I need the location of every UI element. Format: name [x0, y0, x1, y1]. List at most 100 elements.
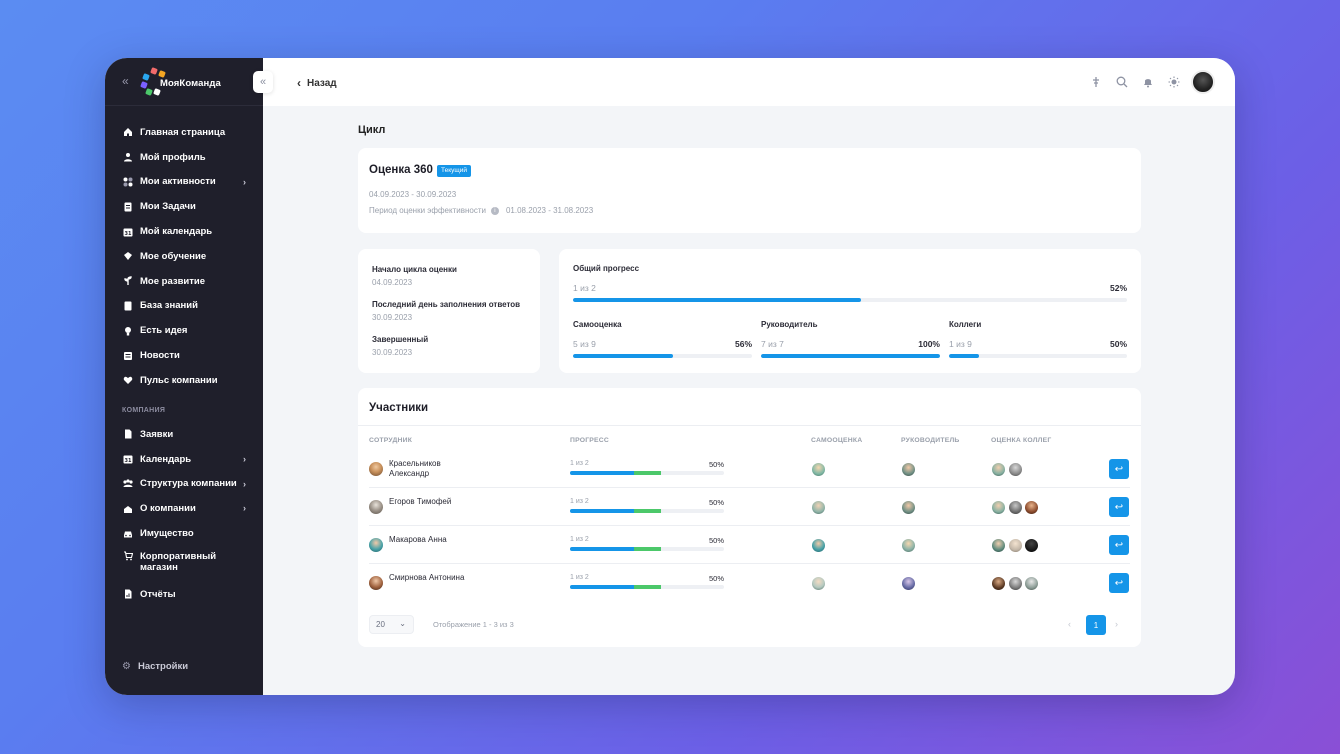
book-icon — [122, 300, 133, 311]
sidebar-item-tasks[interactable]: Мои Задачи — [105, 194, 263, 219]
sidebar-item-idea[interactable]: Есть идея — [105, 318, 263, 343]
home-icon — [122, 127, 133, 138]
divider — [358, 425, 1141, 426]
column-header-employee: СОТРУДНИК — [369, 437, 413, 444]
reply-button[interactable]: ↩ — [1109, 459, 1129, 479]
sidebar-item-about[interactable]: О компании › — [105, 496, 263, 521]
start-label: Начало цикла оценки — [372, 265, 457, 274]
finished-value: 30.09.2023 — [372, 348, 413, 357]
sidebar-item-property[interactable]: Имущество — [105, 521, 263, 546]
sidebar-item-shop[interactable]: Корпоративный магазин — [105, 546, 263, 582]
sidebar-item-label: Корпоративный магазин — [140, 550, 217, 573]
sidebar-item-activities[interactable]: Мои активности › — [105, 170, 263, 195]
sidebar-item-structure[interactable]: Структура компании › — [105, 472, 263, 497]
sidebar-item-label: Календарь — [140, 453, 192, 465]
sidebar-item-requests[interactable]: Заявки — [105, 422, 263, 447]
overall-progress-bar — [573, 298, 1127, 302]
user-avatar[interactable] — [1191, 70, 1215, 94]
reply-button[interactable]: ↩ — [1109, 573, 1129, 593]
next-page-button[interactable]: › — [1115, 619, 1118, 629]
progress-fill — [573, 354, 674, 358]
manager-progress-count: 7 из 7 — [761, 339, 784, 349]
participants-title: Участники — [369, 402, 429, 414]
info-icon[interactable]: i — [490, 206, 499, 215]
growth-icon — [122, 276, 133, 287]
employee-name: Красельников Александр — [389, 459, 441, 478]
self-progress-percent: 56% — [734, 339, 752, 349]
company-icon — [122, 503, 133, 514]
column-header-progress: ПРОГРЕСС — [570, 437, 609, 444]
progress-fill — [949, 354, 980, 358]
sidebar-item-label: О компании — [140, 503, 196, 515]
table-row[interactable]: Макарова Анна 1 из 2 50% ↩ — [358, 526, 1141, 564]
divider — [369, 525, 1130, 526]
event-dates: 04.09.2023 - 30.09.2023 — [369, 190, 457, 199]
back-label: Назад — [307, 77, 337, 89]
search-icon[interactable] — [1109, 70, 1135, 94]
avatar — [811, 462, 826, 477]
row-progress-percent: 50% — [708, 460, 724, 469]
overall-progress-label: Общий прогресс — [573, 264, 640, 273]
sidebar-item-home[interactable]: Главная страница — [105, 120, 263, 145]
reply-button[interactable]: ↩ — [1109, 535, 1129, 555]
back-button[interactable]: ‹ Назад — [297, 76, 337, 90]
last-day-value: 30.09.2023 — [372, 313, 413, 322]
bell-icon[interactable] — [1135, 70, 1161, 94]
finished-label: Завершенный — [372, 335, 429, 344]
sidebar-item-label: Мои активности — [140, 176, 216, 188]
table-row[interactable]: Егоров Тимофей 1 из 2 50% ↩ — [358, 488, 1141, 526]
topbar: « ‹ Назад — [253, 58, 1235, 106]
divider — [369, 487, 1130, 488]
sidebar-item-profile[interactable]: Мой профиль — [105, 145, 263, 170]
self-progress-bar — [573, 354, 752, 358]
avatar — [991, 500, 1006, 515]
collapse-sidebar-icon[interactable]: « — [122, 74, 129, 88]
row-progress-percent: 50% — [708, 574, 724, 583]
sidebar-item-growth[interactable]: Мое развитие — [105, 269, 263, 294]
sidebar-item-calendar[interactable]: 31 Календарь › — [105, 447, 263, 472]
row-progress-count: 1 из 2 — [570, 574, 589, 581]
logo-text: МояКоманда — [160, 78, 221, 89]
event-title: Оценка 360 — [369, 164, 433, 176]
prev-page-button[interactable]: ‹ — [1068, 619, 1071, 629]
divider — [369, 563, 1130, 564]
sidebar-item-knowledge[interactable]: База знаний — [105, 294, 263, 319]
theme-icon[interactable] — [1161, 70, 1187, 94]
sidebar-item-learning[interactable]: Мое обучение — [105, 244, 263, 269]
table-row[interactable]: Красельников Александр 1 из 2 50% ↩ — [358, 450, 1141, 488]
employee-name: Смирнова Антонина — [389, 573, 465, 582]
collapse-sidebar-button[interactable]: « — [253, 71, 273, 93]
app-window: « МояКоманда Главная страница — [105, 58, 1235, 695]
sidebar-item-pulse[interactable]: Пульс компании — [105, 368, 263, 393]
last-day-label: Последний день заполнения ответов — [372, 300, 521, 309]
logo-row: « МояКоманда — [105, 58, 263, 106]
manager-progress-label: Руководитель — [761, 320, 818, 329]
chevron-left-icon: ‹ — [297, 76, 301, 90]
progress-self-segment — [570, 585, 634, 589]
progress-self-segment — [570, 509, 634, 513]
start-value: 04.09.2023 — [372, 278, 413, 287]
sidebar-item-label: Мой календарь — [140, 226, 213, 238]
sidebar-item-reports[interactable]: Отчёты — [105, 582, 263, 607]
row-progress-bar — [570, 585, 724, 589]
page-size-select[interactable]: 20 ⌄ — [369, 615, 414, 634]
sidebar-item-my-calendar[interactable]: 31 Мой календарь — [105, 219, 263, 244]
sidebar-nav: Главная страница Мой профиль Мои активно… — [105, 120, 263, 393]
sidebar-item-label: Имущество — [140, 528, 194, 540]
page-number-button[interactable]: 1 — [1086, 615, 1106, 635]
avatar — [1024, 500, 1039, 515]
chevron-right-icon: › — [243, 478, 246, 489]
reply-button[interactable]: ↩ — [1109, 497, 1129, 517]
sidebar-item-news[interactable]: Новости — [105, 343, 263, 368]
progress-fill — [761, 354, 940, 358]
chevron-right-icon: › — [243, 453, 246, 464]
column-header-peers: ОЦЕНКА КОЛЛЕГ — [991, 437, 1052, 444]
svg-text:31: 31 — [124, 231, 131, 237]
avatar — [1008, 500, 1023, 515]
pin-icon[interactable] — [1083, 70, 1109, 94]
table-row[interactable]: Смирнова Антонина 1 из 2 50% ↩ — [358, 564, 1141, 602]
row-progress-percent: 50% — [708, 536, 724, 545]
sidebar-item-settings[interactable]: ⚙ Настройки — [122, 661, 188, 672]
sidebar-item-label: Мое обучение — [140, 250, 207, 262]
row-progress-count: 1 из 2 — [570, 498, 589, 505]
